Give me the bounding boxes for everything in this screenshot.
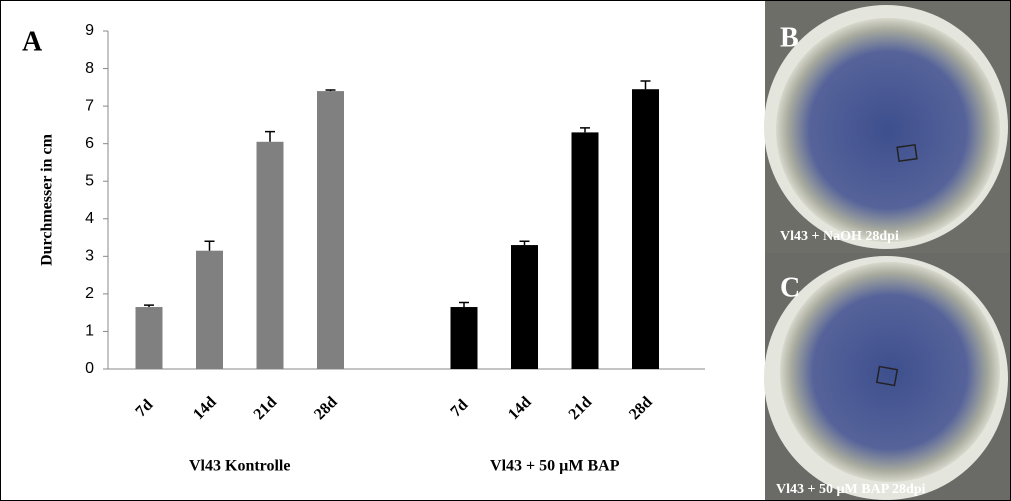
y-tick-label: 8 (85, 60, 94, 77)
bar (256, 141, 284, 369)
error-bar (519, 240, 530, 246)
error-bar (325, 89, 336, 92)
error-bar (640, 80, 651, 90)
error-bar (144, 304, 154, 308)
y-tick-label: 5 (85, 172, 94, 189)
y-tick-label: 1 (85, 323, 94, 340)
bar (135, 307, 163, 369)
y-tick-label: 9 (85, 22, 94, 39)
y-tick-label: 4 (85, 210, 94, 227)
photo-caption: Vl43 + 50 µM BAP 28dpi (776, 482, 926, 497)
photo-panel-label: B (780, 22, 799, 53)
bar (571, 132, 599, 369)
y-axis-label: Durchmesser in cm (39, 133, 56, 266)
y-tick-label: 2 (85, 285, 94, 302)
bar (450, 307, 478, 369)
plate (776, 18, 1000, 242)
plate (780, 262, 1000, 482)
inoculum (896, 143, 918, 163)
y-tick-label: 7 (85, 97, 94, 114)
photo-caption: Vl43 + NaOH 28dpi (780, 229, 899, 244)
y-tick-label: 3 (85, 248, 94, 265)
error-bar (459, 301, 469, 308)
error-bar (204, 240, 215, 251)
bar (317, 91, 344, 369)
group-label: Vl43 Kontrolle (189, 458, 290, 475)
y-tick-label: 6 (85, 135, 94, 152)
bar (511, 245, 538, 369)
bar (632, 89, 659, 369)
group-label: Vl43 + 50 µM BAP (490, 458, 620, 475)
photos: B Vl43 + NaOH 28dpi C Vl43 + 50 µM BAP 2… (764, 1, 1010, 500)
panel-label: A (22, 26, 43, 57)
photo-panel-label: C (780, 272, 800, 303)
error-bar (265, 130, 275, 142)
inoculum (875, 365, 899, 387)
error-bar (580, 127, 590, 133)
bar (196, 250, 223, 369)
y-tick-label: 0 (85, 360, 94, 377)
